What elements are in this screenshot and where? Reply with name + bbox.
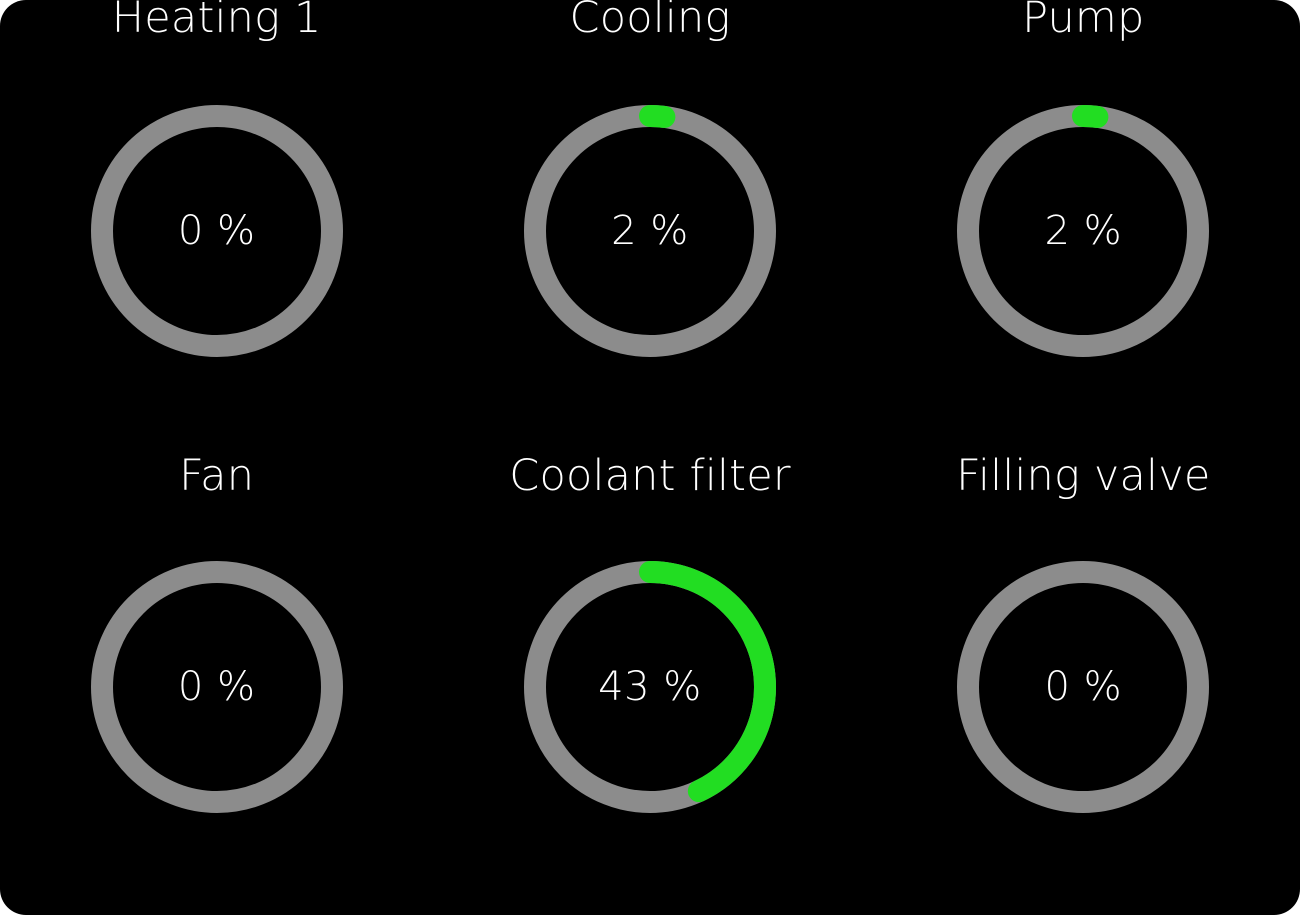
gauge-card-pump[interactable]: Pump 2 % bbox=[867, 0, 1300, 452]
gauge-ring-pump[interactable]: 2 % bbox=[957, 105, 1210, 358]
gauge-track-heating-1 bbox=[90, 105, 343, 358]
gauge-value-arc-cooling bbox=[523, 105, 776, 358]
gauge-arc-svg-fan bbox=[90, 561, 343, 814]
gauge-arc-svg-heating-1 bbox=[90, 105, 343, 358]
gauge-track-cooling bbox=[523, 105, 776, 358]
gauge-ring-heating-1[interactable]: 0 % bbox=[90, 105, 343, 358]
gauge-value-arc-pump bbox=[957, 105, 1210, 358]
gauge-track-pump bbox=[957, 105, 1210, 358]
gauge-value-arc-coolant-filter bbox=[523, 561, 776, 814]
gauge-ring-filling-valve[interactable]: 0 % bbox=[957, 561, 1210, 814]
gauge-card-coolant-filter[interactable]: Coolant filter 43 % bbox=[433, 452, 866, 904]
gauge-title-pump: Pump bbox=[1022, 0, 1145, 43]
gauge-track-filling-valve bbox=[957, 561, 1210, 814]
gauge-arc-svg-cooling bbox=[523, 105, 776, 358]
gauge-ring-coolant-filter[interactable]: 43 % bbox=[523, 561, 776, 814]
gauge-ring-cooling[interactable]: 2 % bbox=[523, 105, 776, 358]
gauge-card-filling-valve[interactable]: Filling valve 0 % bbox=[867, 452, 1300, 904]
gauge-title-heating-1: Heating 1 bbox=[111, 0, 322, 43]
gauge-track-fan bbox=[90, 561, 343, 814]
gauge-arc-svg-pump bbox=[957, 105, 1210, 358]
gauge-title-fan: Fan bbox=[179, 451, 255, 501]
gauge-ring-fan[interactable]: 0 % bbox=[90, 561, 343, 814]
gauge-title-filling-valve: Filling valve bbox=[956, 451, 1211, 501]
gauge-card-cooling[interactable]: Cooling 2 % bbox=[433, 0, 866, 452]
gauge-arc-svg-filling-valve bbox=[957, 561, 1210, 814]
gauge-card-fan[interactable]: Fan 0 % bbox=[0, 452, 433, 904]
gauge-title-cooling: Cooling bbox=[569, 0, 731, 43]
gauge-card-heating-1[interactable]: Heating 1 0 % bbox=[0, 0, 433, 452]
gauge-title-coolant-filter: Coolant filter bbox=[509, 451, 791, 501]
gauge-arc-svg-coolant-filter bbox=[523, 561, 776, 814]
